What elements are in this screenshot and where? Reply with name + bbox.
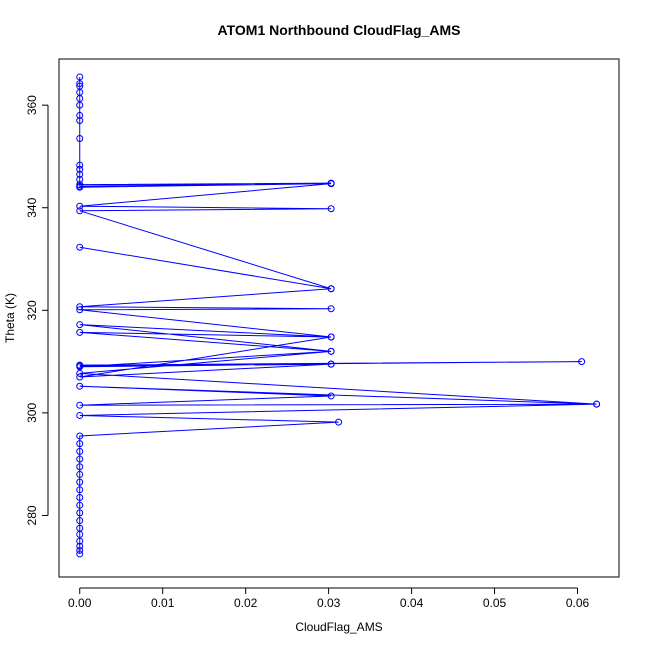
series-line — [79, 76, 597, 554]
data-point — [76, 486, 84, 494]
y-tick-label: 300 — [25, 403, 39, 423]
data-point — [76, 182, 84, 190]
x-tick-label: 0.04 — [400, 596, 424, 610]
data-point — [76, 382, 84, 390]
data-point — [76, 303, 84, 311]
data-point — [335, 418, 343, 426]
x-axis: 0.00 0.01 0.02 0.03 0.04 0.05 0.06 — [68, 587, 590, 610]
data-point — [76, 73, 84, 81]
data-point — [76, 369, 84, 377]
data-point — [76, 463, 84, 471]
x-tick-label: 0.00 — [68, 596, 92, 610]
data-point — [76, 176, 84, 184]
data-point — [327, 333, 335, 341]
y-tick-label: 320 — [25, 300, 39, 320]
plot-frame — [58, 58, 620, 578]
chart-title: ATOM1 Northbound CloudFlag_AMS — [218, 22, 461, 38]
data-point — [76, 306, 84, 314]
data-point — [76, 202, 84, 210]
data-point — [76, 82, 84, 90]
x-tick-label: 0.01 — [151, 596, 175, 610]
data-point — [76, 243, 84, 251]
y-axis: 280 300 320 340 360 — [25, 95, 49, 525]
data-point — [76, 401, 84, 409]
data-point — [327, 347, 335, 355]
x-tick-label: 0.06 — [566, 596, 590, 610]
data-point — [76, 550, 84, 558]
data-point — [76, 478, 84, 486]
x-tick-label: 0.03 — [317, 596, 341, 610]
data-point — [76, 411, 84, 419]
data-point — [327, 392, 335, 400]
data-point — [327, 305, 335, 313]
data-point — [76, 361, 84, 369]
data-point — [327, 180, 335, 188]
data-point — [76, 111, 84, 119]
y-tick-label: 280 — [25, 505, 39, 525]
data-point — [76, 517, 84, 525]
data-point — [76, 161, 84, 169]
y-tick-label: 360 — [25, 95, 39, 115]
data-point — [76, 165, 84, 173]
y-axis-label: Theta (K) — [3, 293, 17, 343]
series-points — [76, 73, 601, 558]
data-point — [76, 101, 84, 109]
data-point — [76, 524, 84, 532]
data-point — [327, 360, 335, 368]
data-point — [76, 207, 84, 215]
data-point — [76, 455, 84, 463]
data-point — [327, 205, 335, 213]
series-lines — [79, 76, 597, 554]
data-point — [76, 537, 84, 545]
data-point — [76, 170, 84, 178]
data-point — [76, 447, 84, 455]
data-point — [593, 400, 601, 408]
data-point — [76, 134, 84, 142]
data-point — [76, 80, 84, 88]
data-point — [76, 501, 84, 509]
data-point — [578, 358, 586, 366]
x-tick-label: 0.05 — [483, 596, 507, 610]
data-point — [76, 432, 84, 440]
data-point — [327, 285, 335, 293]
data-point — [76, 546, 84, 554]
data-point — [76, 470, 84, 478]
data-point — [76, 440, 84, 448]
data-point — [76, 494, 84, 502]
data-point — [76, 321, 84, 329]
data-point — [76, 117, 84, 125]
x-axis-label: CloudFlag_AMS — [295, 620, 382, 634]
data-point — [76, 509, 84, 517]
data-point — [76, 373, 84, 381]
data-point — [76, 542, 84, 550]
y-tick-label: 340 — [25, 197, 39, 217]
data-point — [76, 328, 84, 336]
x-tick-label: 0.02 — [234, 596, 258, 610]
